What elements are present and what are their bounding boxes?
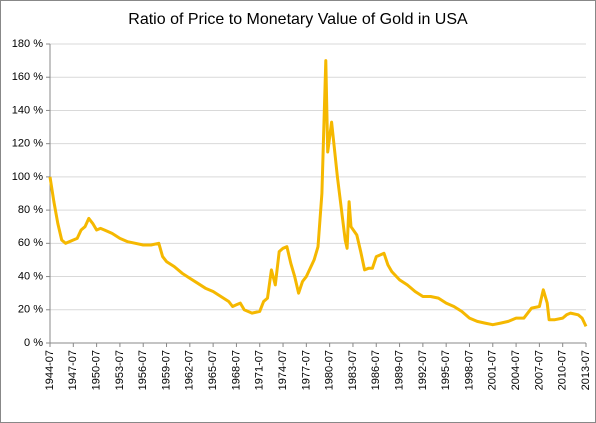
y-tick-label: 80 % <box>18 204 43 216</box>
x-tick-label: 1953-07 <box>114 350 126 390</box>
x-tick-label: 1971-07 <box>254 350 266 390</box>
x-tick-label: 1956-07 <box>137 350 149 390</box>
x-tick-label: 1989-07 <box>393 350 405 390</box>
x-tick-label: 1965-07 <box>207 350 219 390</box>
y-tick-label: 0 % <box>24 337 43 349</box>
x-tick-label: 1947-07 <box>67 350 79 390</box>
x-tick-label: 1950-07 <box>91 350 103 390</box>
x-tick-label: 1944-07 <box>44 350 56 390</box>
x-tick-label: 1998-07 <box>463 350 475 390</box>
x-tick-label: 1995-07 <box>440 350 452 390</box>
x-tick-label: 1977-07 <box>300 350 312 390</box>
x-tick-label: 1980-07 <box>324 350 336 390</box>
y-tick-label: 120 % <box>12 138 43 150</box>
x-tick-label: 1983-07 <box>347 350 359 390</box>
x-tick-label: 2001-07 <box>487 350 499 390</box>
x-tick-label: 1962-07 <box>184 350 196 390</box>
x-tick-label: 1986-07 <box>370 350 382 390</box>
x-tick-label: 1968-07 <box>230 350 242 390</box>
x-tick-label: 2010-07 <box>557 350 569 390</box>
chart-title: Ratio of Price to Monetary Value of Gold… <box>128 11 468 28</box>
y-tick-label: 180 % <box>12 38 43 50</box>
x-tick-label: 1959-07 <box>160 350 172 390</box>
x-tick-label: 2004-07 <box>510 350 522 390</box>
y-tick-label: 100 % <box>12 171 43 183</box>
y-tick-label: 60 % <box>18 237 43 249</box>
y-tick-label: 160 % <box>12 71 43 83</box>
data-line <box>48 59 588 328</box>
x-tick-label: 1992-07 <box>417 350 429 390</box>
x-tick-label: 2013-07 <box>580 350 592 390</box>
y-tick-label: 140 % <box>12 104 43 116</box>
x-tick-label: 2007-07 <box>533 350 545 390</box>
y-tick-label: 20 % <box>18 304 43 316</box>
y-tick-label: 40 % <box>18 270 43 282</box>
x-tick-label: 1974-07 <box>277 350 289 390</box>
